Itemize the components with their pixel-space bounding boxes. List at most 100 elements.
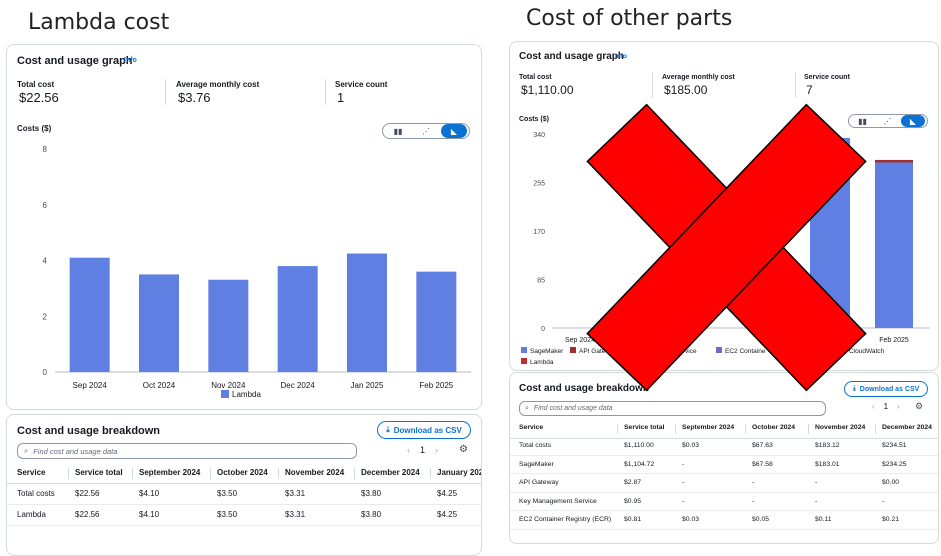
line-chart-icon[interactable]: ⋰ — [422, 126, 430, 136]
table-cell: $67.63 — [752, 442, 773, 449]
stacked-bar-icon[interactable]: ◣ — [901, 115, 925, 127]
table-cell: - — [752, 497, 755, 505]
column-header[interactable]: November 2024 — [815, 424, 866, 431]
gear-icon[interactable]: ⚙ — [915, 401, 924, 411]
next-page-icon[interactable]: › — [435, 445, 439, 455]
divider — [165, 79, 166, 105]
table-cell: $0.05 — [752, 516, 770, 523]
row-service-name: Total costs — [17, 489, 55, 498]
column-header[interactable]: December 2024 — [361, 468, 420, 477]
bar-sep-2024 — [69, 257, 110, 372]
column-divider[interactable] — [430, 468, 431, 479]
x-tick-label: Oct 2024 — [143, 381, 176, 390]
download-csv-button[interactable]: ⤓ Download as CSV — [377, 421, 471, 439]
column-header[interactable]: December 2024 — [882, 424, 932, 431]
download-csv-button[interactable]: ⤓ Download as CSV — [844, 381, 928, 397]
row-service-name: Key Management Service — [519, 497, 597, 505]
row-service-name: SageMaker — [519, 460, 554, 468]
table-cell: $22.56 — [75, 510, 100, 519]
row-divider — [510, 528, 938, 530]
bar-chart-icon[interactable]: ▮▮ — [393, 126, 403, 136]
table-cell: $0.81 — [624, 516, 642, 523]
column-divider[interactable] — [875, 424, 876, 434]
chart-type-toggle: ▮▮ ⋰ ◣ — [848, 114, 928, 128]
column-divider[interactable] — [675, 424, 676, 434]
column-header[interactable]: Service — [17, 468, 46, 477]
search-icon: ⌕ — [525, 404, 529, 412]
column-header[interactable]: November 2024 — [285, 468, 345, 477]
metric-avg-cost-value: $185.00 — [664, 83, 708, 97]
current-page[interactable]: 1 — [420, 445, 426, 455]
rejection-cross — [586, 103, 867, 392]
legend-label: Lambda — [232, 390, 261, 399]
column-header[interactable]: October 2024 — [217, 468, 268, 477]
y-tick-label: 0 — [43, 368, 48, 377]
metric-avg-cost-value: $3.76 — [178, 90, 211, 105]
column-divider[interactable] — [68, 468, 69, 479]
pagination: ‹ 1 › — [872, 402, 900, 411]
column-header[interactable]: January 2025 — [437, 468, 481, 477]
column-divider[interactable] — [210, 468, 211, 479]
info-link[interactable]: Info — [124, 57, 137, 64]
x-tick-label: Sep 2024 — [565, 337, 595, 344]
column-divider[interactable] — [132, 468, 133, 479]
x-tick-label: Jan 2025 — [351, 381, 384, 390]
search-input[interactable]: ⌕ Find cost and usage data — [519, 401, 826, 416]
bar-chart-icon[interactable]: ▮▮ — [858, 116, 867, 126]
table-cell: $1,110.00 — [624, 442, 654, 449]
breakdown-title: Cost and usage breakdown — [519, 383, 650, 394]
prev-page-icon[interactable]: ‹ — [872, 402, 875, 411]
table-cell: $0.11 — [815, 516, 832, 523]
table-cell: $3.50 — [217, 489, 238, 498]
column-header[interactable]: October 2024 — [752, 424, 796, 431]
row-service-name: API Gateway — [519, 479, 559, 486]
cross-stroke-2 — [586, 103, 867, 392]
gear-icon[interactable]: ⚙ — [459, 444, 468, 455]
stacked-bar-icon[interactable]: ◣ — [441, 124, 467, 138]
breakdown-title: Cost and usage breakdown — [17, 425, 161, 437]
y-axis-label: Costs ($) — [17, 124, 52, 133]
row-divider — [510, 491, 938, 493]
column-divider[interactable] — [278, 468, 279, 479]
column-header[interactable]: Service — [519, 424, 544, 431]
column-divider[interactable] — [745, 424, 746, 434]
column-header[interactable]: September 2024 — [139, 468, 201, 477]
bar-dec-2024 — [277, 266, 318, 372]
x-tick-label: Feb 2025 — [879, 337, 909, 344]
legend-swatch — [521, 347, 527, 353]
table-cell: $0.21 — [882, 516, 900, 523]
search-input[interactable]: ⌕ Find cost and usage data — [17, 443, 357, 459]
table-cell: $3.31 — [285, 489, 306, 498]
legend-label: API Gateway — [579, 348, 618, 355]
download-csv-label: Download as CSV — [393, 425, 462, 435]
row-service-name: Total costs — [519, 442, 552, 449]
x-tick-label: Feb 2025 — [419, 381, 453, 390]
column-header[interactable]: September 2024 — [682, 424, 735, 431]
column-divider[interactable] — [808, 424, 809, 434]
table-cell: - — [682, 479, 685, 486]
legend-swatch — [570, 347, 576, 353]
pagination: ‹ 1 › — [407, 445, 438, 455]
x-tick-label: Sep 2024 — [73, 381, 108, 390]
table-cell: - — [815, 479, 818, 486]
metric-total-cost-label: Total cost — [17, 80, 55, 89]
table-cell: $3.80 — [361, 510, 382, 519]
info-link[interactable]: Info — [615, 53, 627, 60]
search-icon: ⌕ — [24, 446, 29, 455]
next-page-icon[interactable]: › — [897, 402, 900, 411]
graph-title: Cost and usage graph — [17, 55, 133, 67]
column-header[interactable]: Service total — [624, 424, 665, 431]
y-tick-label: 2 — [43, 312, 48, 321]
column-divider[interactable] — [354, 468, 355, 479]
metric-avg-cost-label: Average monthly cost — [176, 80, 260, 89]
column-divider[interactable] — [617, 424, 618, 434]
table-cell: $183.01 — [815, 460, 840, 468]
table-cell: $4.25 — [437, 489, 458, 498]
current-page[interactable]: 1 — [883, 402, 889, 411]
prev-page-icon[interactable]: ‹ — [407, 445, 410, 455]
divider — [795, 72, 796, 98]
divider — [652, 72, 653, 98]
line-chart-icon[interactable]: ⋰ — [883, 116, 892, 126]
table-cell: $4.25 — [437, 510, 458, 519]
column-header[interactable]: Service total — [75, 468, 123, 477]
